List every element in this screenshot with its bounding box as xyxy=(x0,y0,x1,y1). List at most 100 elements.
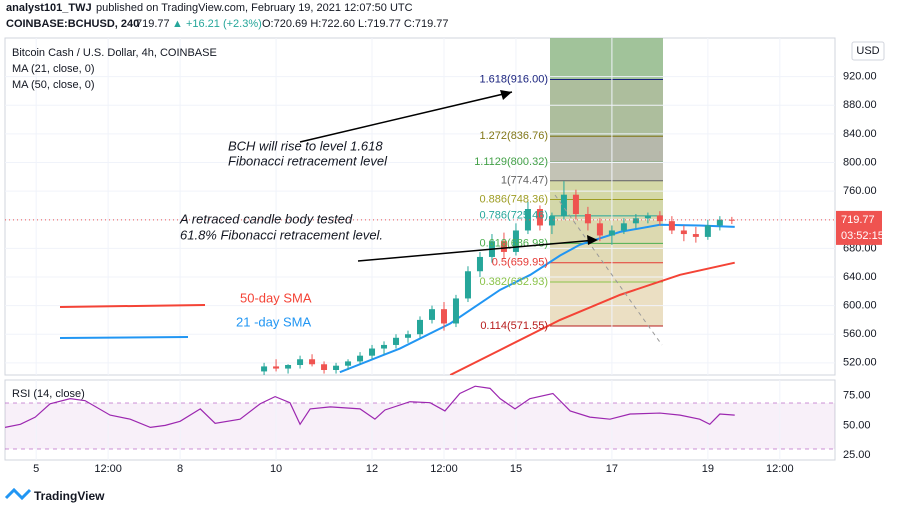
fib-label: 1.618(916.00) xyxy=(480,73,549,85)
candle-body xyxy=(668,221,675,231)
annotation: 61.8% Fibonacci retracement level. xyxy=(180,227,383,242)
fib-band xyxy=(550,243,663,263)
candle-body xyxy=(428,309,435,320)
fib-band xyxy=(550,215,663,244)
x-tick-label: 17 xyxy=(606,463,618,475)
y-tick-label: 920.00 xyxy=(843,71,877,83)
fib-label: 0.5(659.95) xyxy=(492,257,548,269)
candle-body xyxy=(381,344,388,349)
rsi-line xyxy=(5,385,735,429)
fib-band xyxy=(550,136,663,163)
candle-body xyxy=(285,364,292,369)
change: ▲ +16.21 (+2.3%) xyxy=(172,18,262,30)
candle-body xyxy=(440,309,447,324)
fib-label: 0.786(725.46) xyxy=(480,210,549,222)
y-tick-label: 680.00 xyxy=(843,242,877,254)
x-tick-label: 5 xyxy=(33,463,39,475)
candle-body xyxy=(333,365,340,370)
currency: USD xyxy=(856,45,879,57)
fib-label: 1.272(836.76) xyxy=(480,130,549,142)
projection-line xyxy=(554,194,663,346)
candle-body xyxy=(417,319,423,335)
sma21-key xyxy=(59,336,189,339)
price-tag-label: 719.77 xyxy=(841,214,875,226)
fib-label: 0.886(748.36) xyxy=(480,193,549,205)
annotation: BCH will rise to level 1.618 xyxy=(228,138,383,153)
candle-body xyxy=(716,219,723,226)
arrow xyxy=(357,239,597,262)
ohlc: O:720.69 H:722.60 L:719.77 C:719.77 xyxy=(262,18,449,30)
logo: TradingView xyxy=(34,489,105,503)
fib-band xyxy=(550,199,663,216)
candle-body xyxy=(608,230,615,236)
arrowhead xyxy=(500,90,512,100)
main-pane xyxy=(4,37,836,376)
symbol: COINBASE:BCHUSD, 240 xyxy=(6,18,139,30)
y-tick-label: 800.00 xyxy=(843,156,877,168)
x-tick-label: 19 xyxy=(702,463,714,475)
candle-body xyxy=(524,209,531,231)
fib-label: 1(774.47) xyxy=(501,175,548,187)
candle-body xyxy=(728,219,735,221)
annotation: Fibonacci retracement level xyxy=(228,153,388,168)
y-tick-label: 520.00 xyxy=(843,357,877,369)
candle-body xyxy=(345,361,352,366)
candle-body xyxy=(321,364,328,370)
moving-average xyxy=(449,261,735,375)
candle-body xyxy=(632,218,639,224)
annotation: A retraced candle body tested xyxy=(179,211,353,226)
candle-body xyxy=(512,230,519,252)
candle-body xyxy=(656,215,663,222)
candle-body xyxy=(596,223,603,236)
fib-band xyxy=(550,262,663,283)
candle-body xyxy=(369,348,376,356)
candle-body xyxy=(704,225,711,237)
candle-body xyxy=(548,216,555,226)
x-tick-label: 12:00 xyxy=(94,463,122,475)
x-tick-label: 12:00 xyxy=(430,463,458,475)
candle-body xyxy=(405,334,412,338)
legend-ma50: MA (50, close, 0) xyxy=(12,79,95,91)
countdown: 03:52:15 xyxy=(841,230,884,242)
rsi-band xyxy=(5,403,835,449)
fib-band xyxy=(550,38,663,80)
y-tick-label: 640.00 xyxy=(843,271,877,283)
fib-band xyxy=(550,282,663,326)
candle-body xyxy=(584,214,591,224)
fib-label: 0.382(632.93) xyxy=(480,276,549,288)
main-title: Bitcoin Cash / U.S. Dollar, 4h, COINBASE xyxy=(12,47,217,59)
candle-body xyxy=(500,241,507,252)
x-tick-label: 8 xyxy=(177,463,183,475)
candle-body xyxy=(572,194,579,215)
candle-body xyxy=(273,366,280,369)
candle-body xyxy=(357,355,364,362)
fib-band xyxy=(550,162,663,181)
last-price: 719.77 xyxy=(136,18,170,30)
author: analyst101_TWJ xyxy=(6,2,92,14)
fib-label: 1.1129(800.32) xyxy=(474,156,548,168)
rsi-title: RSI (14, close) xyxy=(12,388,85,400)
candle-body xyxy=(680,230,687,235)
annotation: 50-day SMA xyxy=(240,290,312,305)
y-tick-label: 840.00 xyxy=(843,128,877,140)
candle-body xyxy=(620,223,627,231)
candle-body xyxy=(393,337,400,345)
candle-body xyxy=(560,194,567,217)
y-tick-label: 75.00 xyxy=(843,389,871,401)
arrow xyxy=(299,91,513,143)
candle-body xyxy=(297,359,304,365)
legend-ma21: MA (21, close, 0) xyxy=(12,63,95,75)
annotation: 21 -day SMA xyxy=(236,314,311,329)
candle-body xyxy=(261,366,268,372)
fib-band xyxy=(550,180,663,200)
y-tick-label: 25.00 xyxy=(843,449,871,461)
candle-body xyxy=(536,209,543,226)
x-tick-label: 12 xyxy=(366,463,378,475)
arrowhead xyxy=(587,235,598,245)
candle-body xyxy=(452,298,459,324)
x-tick-label: 15 xyxy=(510,463,522,475)
y-tick-label: 50.00 xyxy=(843,419,871,431)
logo-icon xyxy=(4,487,32,501)
fib-label: 0.114(571.55) xyxy=(480,320,548,332)
currency-box[interactable] xyxy=(851,41,885,61)
